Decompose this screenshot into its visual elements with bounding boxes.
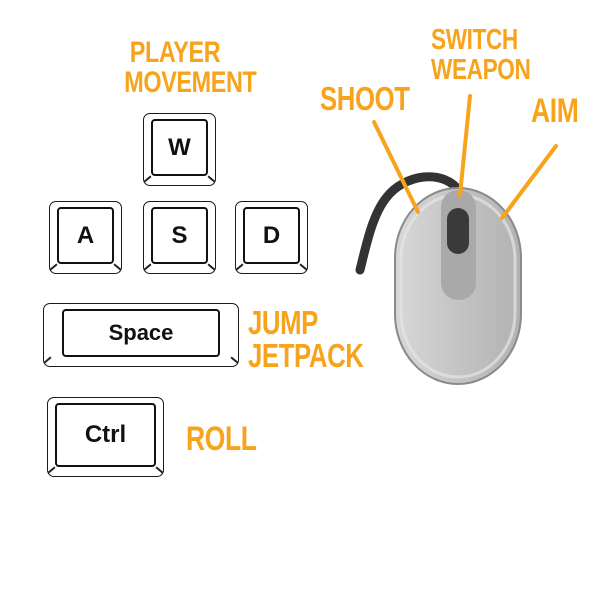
aim-pointer	[500, 144, 558, 220]
key-a-label: A	[57, 207, 114, 264]
key-a: A	[49, 201, 122, 274]
key-ctrl: Ctrl	[47, 397, 164, 477]
switch-weapon-label: SWITCH WEAPON	[431, 25, 531, 85]
key-w-label: W	[151, 119, 208, 176]
key-s-label: S	[151, 207, 208, 264]
jump-jetpack-label: JUMP JETPACK	[248, 306, 364, 372]
mouse-scroll-wheel	[447, 208, 469, 254]
key-ctrl-label: Ctrl	[55, 403, 156, 467]
mouse-cable	[355, 172, 465, 275]
key-w: W	[143, 113, 216, 186]
roll-label: ROLL	[186, 422, 257, 456]
key-space-label: Space	[62, 309, 220, 357]
jump-jetpack-text: JUMP JETPACK	[248, 304, 364, 374]
shoot-pointer	[372, 120, 420, 214]
aim-label: AIM	[531, 92, 579, 130]
key-s: S	[143, 201, 216, 274]
key-d: D	[235, 201, 308, 274]
shoot-text: SHOOT	[320, 80, 410, 117]
key-space: Space	[43, 303, 239, 367]
switch-weapon-text: SWITCH WEAPON	[431, 24, 531, 86]
key-d-label: D	[243, 207, 300, 264]
aim-text: AIM	[531, 92, 579, 130]
shoot-label: SHOOT	[320, 82, 410, 115]
switch-weapon-pointer	[458, 94, 472, 197]
roll-text: ROLL	[186, 420, 257, 458]
